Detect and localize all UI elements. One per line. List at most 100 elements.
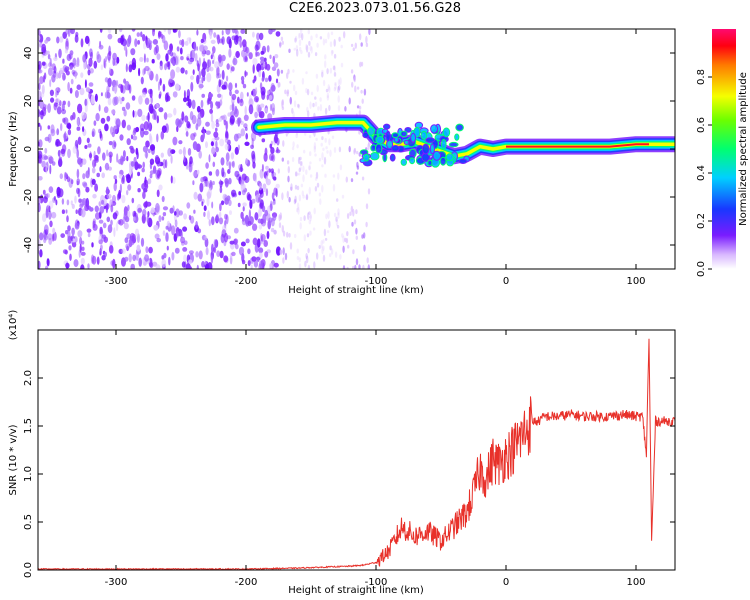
- spectrogram-speckle: [325, 88, 329, 93]
- x-tick-label: 100: [626, 276, 645, 287]
- spectrogram-speckle: [79, 203, 84, 209]
- spectrogram-speckle: [339, 164, 343, 171]
- spectrogram-speckle: [99, 29, 103, 33]
- spectrogram-speckle: [338, 85, 341, 91]
- spectrogram-speckle: [224, 197, 229, 205]
- spectrogram-speckle: [271, 107, 275, 116]
- spectrogram-speckle: [69, 50, 74, 56]
- x-tick-label: -200: [235, 577, 258, 588]
- spectrogram-speckle: [80, 257, 85, 265]
- page-title: C2E6.2023.073.01.56.G28: [288, 1, 462, 16]
- spectrogram-speckle: [301, 77, 305, 85]
- spectrogram-speckle: [346, 213, 350, 219]
- spectrogram-speckle: [74, 195, 77, 204]
- spectrogram-speckle: [101, 254, 106, 261]
- spectrogram-speckle: [333, 147, 337, 153]
- spectrogram-speckle: [261, 77, 265, 82]
- spectrogram-blob: [389, 153, 396, 162]
- spectrogram-speckle: [241, 259, 246, 265]
- spectrogram-speckle: [113, 227, 116, 238]
- spectrogram-speckle: [109, 154, 112, 164]
- spectrogram-speckle: [102, 222, 107, 229]
- spectrogram-speckle: [288, 196, 291, 203]
- spectrogram-blob: [367, 126, 375, 136]
- spectrogram-speckle: [191, 99, 196, 110]
- spectrogram-speckle: [62, 249, 68, 255]
- spectrogram-speckle: [231, 192, 235, 198]
- spectrogram-speckle: [110, 204, 114, 213]
- spectrogram-blob: [427, 159, 433, 167]
- spectrogram-speckle: [149, 133, 152, 142]
- spectrogram-speckle: [80, 72, 84, 78]
- spectrogram-speckle: [146, 57, 149, 63]
- spectrogram-speckle: [268, 75, 272, 82]
- spectrogram-speckle: [236, 133, 242, 139]
- spectrogram-speckle: [107, 97, 112, 106]
- spectrogram-speckle: [44, 147, 48, 154]
- spectrogram-speckle: [43, 155, 49, 160]
- spectrogram-speckle: [229, 210, 232, 216]
- spectrogram-speckle: [116, 153, 119, 163]
- spectrogram-speckle: [237, 96, 240, 104]
- spectrogram-speckle: [204, 263, 209, 269]
- spectrogram-speckle: [136, 151, 139, 160]
- spectrogram-speckle: [142, 161, 145, 169]
- spectrogram-speckle: [277, 81, 280, 88]
- spectrogram-speckle: [65, 40, 69, 51]
- spectrogram-speckle: [275, 31, 281, 37]
- spectrogram-speckle: [132, 210, 137, 218]
- spectrogram-speckle: [211, 201, 214, 209]
- spectrogram-speckle: [65, 262, 70, 269]
- spectrogram-speckle: [169, 76, 174, 84]
- spectrogram-speckle: [326, 150, 329, 154]
- spectrogram-speckle: [170, 69, 176, 80]
- spectrogram-speckle: [169, 43, 174, 52]
- spectrogram-speckle: [250, 264, 253, 269]
- spectrogram-speckle: [63, 132, 67, 143]
- spectrogram-speckle: [189, 156, 193, 165]
- spectrogram-speckle: [196, 264, 199, 269]
- spectrogram-speckle: [127, 210, 131, 218]
- spectrogram-speckle: [51, 74, 56, 83]
- spectrogram-speckle: [327, 32, 330, 40]
- spectrogram-speckle: [52, 233, 55, 242]
- spectrogram-speckle: [263, 57, 267, 62]
- colorbar-tick-label: 0.4: [696, 165, 707, 181]
- spectrogram-blob: [420, 130, 428, 140]
- spectrogram-speckle: [118, 173, 123, 179]
- spectrogram-speckle: [152, 39, 158, 45]
- spectrogram-speckle: [81, 246, 85, 251]
- spectrogram-speckle: [138, 257, 142, 267]
- spectrogram-speckle: [327, 211, 330, 220]
- spectrogram-speckle: [350, 69, 354, 74]
- spectrogram-speckle: [231, 160, 235, 168]
- spectrogram-speckle: [63, 117, 69, 125]
- spectrogram-speckle: [213, 32, 217, 38]
- spectrogram-speckle: [306, 255, 309, 264]
- spectrogram-speckle: [104, 162, 110, 171]
- spectrogram-speckle: [281, 99, 284, 106]
- spectrogram-speckle: [57, 72, 62, 79]
- spectrogram-speckle: [84, 145, 88, 149]
- spectrogram-speckle: [323, 156, 327, 165]
- spectrogram-speckle: [212, 60, 215, 64]
- spectrogram-speckle: [173, 107, 177, 116]
- spectrogram-speckle: [258, 182, 263, 191]
- spectrogram-speckle: [118, 219, 124, 226]
- spectrogram-speckle: [106, 149, 109, 157]
- spectrogram-speckle: [355, 235, 358, 240]
- spectrogram-speckle: [224, 143, 230, 151]
- spectrogram-speckle: [183, 90, 186, 100]
- spectrogram-speckle: [337, 105, 341, 112]
- spectrogram-speckle: [220, 200, 225, 206]
- spectrogram-speckle: [251, 90, 254, 96]
- spectrogram-speckle: [38, 260, 41, 269]
- spectrogram-speckle: [81, 198, 87, 206]
- spectrogram-speckle: [48, 159, 53, 165]
- spectrogram-speckle: [110, 219, 113, 226]
- spectrogram-speckle: [87, 263, 90, 269]
- spectrogram-speckle: [298, 32, 301, 39]
- spectrogram-speckle: [231, 189, 237, 197]
- spectrogram-speckle: [237, 118, 241, 127]
- y-tick-label: 0.0: [23, 562, 34, 578]
